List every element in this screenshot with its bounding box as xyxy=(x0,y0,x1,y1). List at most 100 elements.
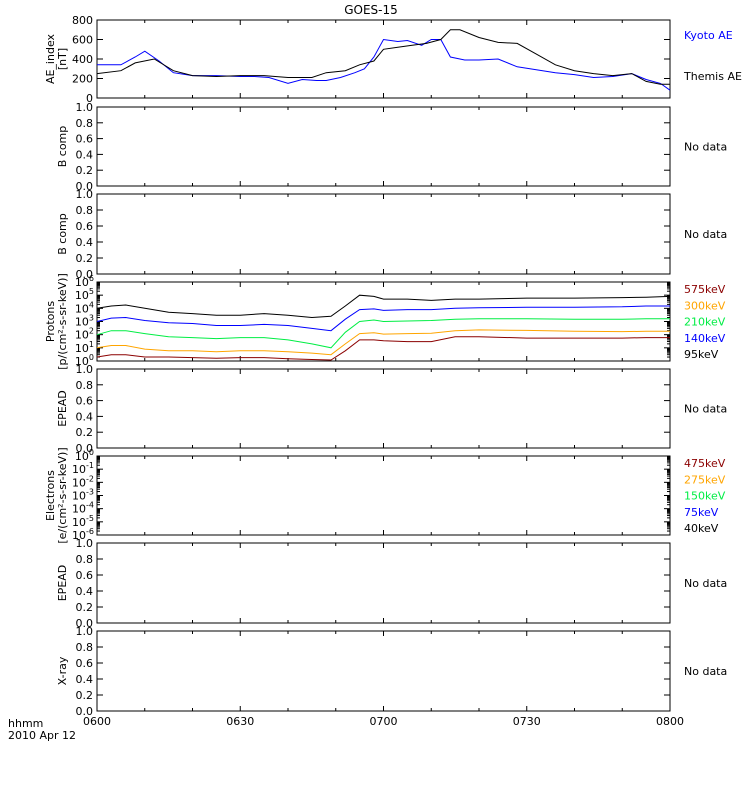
x-tick-label: 0630 xyxy=(226,715,254,728)
y-tick-label: 1.0 xyxy=(76,537,94,550)
y-tick-label: 0.2 xyxy=(76,426,94,439)
legend-entry: 300keV xyxy=(684,299,726,312)
x-tick-label: 0700 xyxy=(370,715,398,728)
series-line-95kev xyxy=(96,294,671,319)
y-axis-label: [p/(cm²-s-sr-keV)] xyxy=(56,273,69,370)
y-tick-label: 101 xyxy=(75,340,94,355)
no-data-label: No data xyxy=(684,141,727,154)
y-tick-label: 0.0 xyxy=(76,180,94,193)
y-axis-label: EPEAD xyxy=(56,565,69,602)
y-tick-label: 400 xyxy=(72,53,93,66)
panel-stack: 0 200 400 600 800 AE_index [nT] Kyoto AE Themis … xyxy=(44,14,742,728)
legend-entry: 75keV xyxy=(684,506,719,519)
series-line-575kev xyxy=(96,336,670,361)
y-tick-label: 10-6 xyxy=(72,527,94,542)
y-tick-label: 0.2 xyxy=(76,164,94,177)
y-tick-label: 0.6 xyxy=(76,569,94,582)
y-axis-label: X-ray xyxy=(56,656,69,685)
series-line-300kev xyxy=(96,329,670,356)
y-tick-label: 1.0 xyxy=(76,188,94,201)
y-tick-label: 0.6 xyxy=(76,395,94,408)
x-tick-label: 0800 xyxy=(656,715,684,728)
series-line-140kev xyxy=(96,305,670,332)
y-axis-label: [e/(cm²-s-sr-keV)] xyxy=(56,447,69,543)
y-tick-label: 0.4 xyxy=(76,585,94,598)
plot-title: GOES-15 xyxy=(344,3,398,17)
y-tick-label: 0.0 xyxy=(76,617,94,630)
y-tick-label: 10-2 xyxy=(72,474,94,489)
panel-3: 0.0 0.2 0.4 0.6 0.8 1.0 B comp No data xyxy=(56,188,727,281)
y-tick-label: 0 xyxy=(86,92,93,105)
y-tick-label: 0.6 xyxy=(76,657,94,670)
y-tick-label: 0.2 xyxy=(76,601,94,614)
y-tick-label: 0.0 xyxy=(76,442,94,455)
legend-entry: Kyoto AE xyxy=(684,29,733,42)
panel-1: 0 200 400 600 800 AE_index [nT] Kyoto AE Themis … xyxy=(44,14,742,105)
series-line-kyoto-ae xyxy=(97,38,671,91)
y-tick-label: 0.8 xyxy=(76,117,94,130)
panel-2: 0.0 0.2 0.4 0.6 0.8 1.0 B comp No data xyxy=(56,101,727,193)
y-tick-label: 10-4 xyxy=(72,501,94,516)
y-axis-label: Protons xyxy=(44,301,57,342)
x-tick-label: 0600 xyxy=(83,715,111,728)
y-tick-label: 0.8 xyxy=(76,553,94,566)
y-axis-label: B comp xyxy=(56,213,69,255)
legend-entry: 150keV xyxy=(684,490,726,503)
y-tick-label: 0.2 xyxy=(76,252,94,265)
y-tick-label: 0.4 xyxy=(76,410,94,423)
legend-entry: 95keV xyxy=(684,348,719,361)
panel-5: 0.0 0.2 0.4 0.6 0.8 1.0 EPEAD No data xyxy=(56,363,727,455)
panel-frame xyxy=(96,630,671,712)
legend-entry: 40keV xyxy=(684,522,719,535)
y-tick-label: 0.4 xyxy=(76,673,94,686)
y-tick-label: 103 xyxy=(75,314,94,329)
legend-entry: 210keV xyxy=(684,316,726,329)
panel-frame xyxy=(96,106,671,187)
y-tick-label: 10-5 xyxy=(72,514,94,529)
date-label: 2010 Apr 12 xyxy=(8,729,76,742)
y-tick-label: 1.0 xyxy=(76,625,94,638)
y-tick-label: 10-3 xyxy=(72,488,94,503)
series-line-210kev xyxy=(96,318,670,349)
panel-7: 0.0 0.2 0.4 0.6 0.8 1.0 EPEAD No data xyxy=(56,537,727,630)
y-axis-label: Electrons xyxy=(44,470,57,521)
no-data-label: No data xyxy=(684,228,727,241)
panel-frame xyxy=(96,19,671,99)
y-tick-label: 0.8 xyxy=(76,379,94,392)
panel-frame xyxy=(96,368,671,449)
legend-entry: 275keV xyxy=(684,473,726,486)
no-data-label: No data xyxy=(684,403,727,416)
legend-entry: Themis AE xyxy=(683,70,742,83)
y-axis-label: AE_index xyxy=(44,33,57,84)
legend-entry: 575keV xyxy=(684,283,726,296)
no-data-label: No data xyxy=(684,577,727,590)
y-tick-label: 1.0 xyxy=(76,363,94,376)
panel-frame xyxy=(96,193,671,275)
series-line-themis-ae xyxy=(96,29,670,85)
panel-8: 0.0 0.2 0.4 0.6 0.8 1.0 X-ray No data xyxy=(56,625,727,718)
y-tick-label: 0.4 xyxy=(76,148,94,161)
y-tick-label: 0.6 xyxy=(76,220,94,233)
y-tick-label: 0.2 xyxy=(76,689,94,702)
y-tick-label: 1.0 xyxy=(76,101,94,114)
y-axis-label: [nT] xyxy=(56,48,69,70)
y-tick-label: 0.6 xyxy=(76,133,94,146)
y-tick-label: 100 xyxy=(75,448,94,463)
y-axis-label: B comp xyxy=(56,126,69,168)
y-tick-label: 106 xyxy=(75,274,94,289)
legend-entry: 140keV xyxy=(684,332,726,345)
y-tick-label: 104 xyxy=(75,300,94,315)
y-tick-label: 0.8 xyxy=(76,204,94,217)
y-tick-label: 0.0 xyxy=(76,268,94,281)
y-tick-label: 10-1 xyxy=(72,461,94,476)
legend-entry: 475keV xyxy=(684,457,726,470)
y-axis-label: EPEAD xyxy=(56,390,69,427)
y-tick-label: 200 xyxy=(72,73,93,86)
x-tick-label: 0730 xyxy=(513,715,541,728)
y-tick-label: 800 xyxy=(72,14,93,27)
y-tick-label: 0.0 xyxy=(76,705,94,718)
panel-frame xyxy=(96,455,671,536)
